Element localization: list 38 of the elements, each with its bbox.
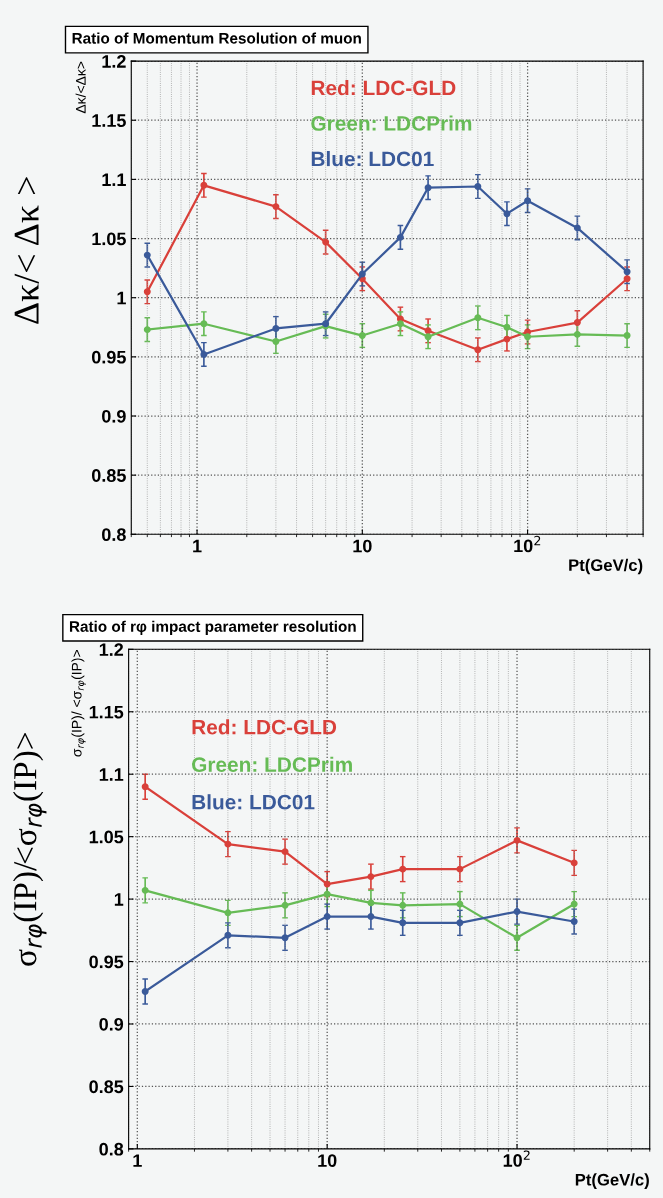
x-axis-title: Pt(GeV/c) <box>569 558 643 575</box>
y-tick-label: 0.8 <box>102 528 126 542</box>
y-tick-label: 1.15 <box>92 114 126 127</box>
y-axis-title: σ$_{rφ}$(IP)/ <σ$_{rφ}$(IP)> <box>71 650 86 757</box>
y-tick-label: 1.1 <box>102 173 126 186</box>
x-axis-title: Pt(GeV/c) <box>575 1173 649 1189</box>
text: Blue: LDC01 <box>192 794 315 810</box>
y-tick-label: 1.2 <box>99 643 124 656</box>
x-tick-label: 10 <box>353 539 372 553</box>
y-tick-label: 0.9 <box>102 409 126 423</box>
y-tick-label: 0.9 <box>99 1017 124 1031</box>
y-tick-label: 1.15 <box>89 705 124 719</box>
text: Green: LDCPrim <box>192 756 352 773</box>
text: σ$_{rφ}$(IP)/<σ$_{rφ}$(IP)> <box>13 733 47 966</box>
chart-title: Ratio of Momentum Resolution of muon <box>72 32 361 44</box>
series-label: Blue: LDC01 <box>311 151 434 167</box>
chart-title: Ratio of rφ impact parameter resolution <box>69 620 356 635</box>
text: Δκ/< Δκ > <box>14 177 39 324</box>
x-tick-label: 1 <box>133 1154 142 1167</box>
y-tick-label: 1.2 <box>102 55 126 68</box>
x-tick-label: 10$^{2}$ <box>503 1150 530 1167</box>
y-axis-title: Δκ/<Δκ> <box>75 61 86 114</box>
x-tick-label: 10$^{2}$ <box>514 535 541 553</box>
text: Green: LDCPrim <box>311 115 472 131</box>
text: Red: LDC-GLD <box>192 719 337 735</box>
text: Red: LDC-GLD <box>311 80 456 96</box>
y-tick-label: 0.95 <box>91 350 126 364</box>
y-tick-label: 1.05 <box>92 232 126 246</box>
y-tick-label: 0.85 <box>91 469 126 482</box>
y-tick-label: 1.05 <box>89 830 124 844</box>
y-tick-label: 1 <box>114 893 124 906</box>
y-tick-label: 0.85 <box>89 1080 124 1094</box>
y-tick-label: 0.95 <box>89 955 124 969</box>
x-tick-label: 1 <box>193 539 202 553</box>
y-tick-label: 1.1 <box>99 768 124 781</box>
y-tick-label: 0.8 <box>99 1142 124 1156</box>
x-tick-label: 10 <box>318 1154 337 1168</box>
y-tick-label: 1 <box>117 291 126 305</box>
